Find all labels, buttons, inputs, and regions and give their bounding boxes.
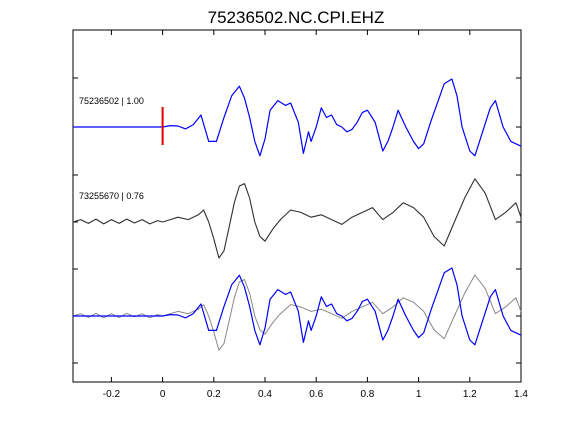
primary-trace xyxy=(73,78,522,157)
x-tick-label: 0.6 xyxy=(309,389,323,400)
x-tick-label: 1.2 xyxy=(463,389,477,400)
overlay-primary-trace xyxy=(73,267,522,346)
trace-group xyxy=(72,78,522,351)
plot-frame xyxy=(72,29,522,383)
axis-ticks: -0.2 0 0.2 0.4 0.6 0.8 1 1.2 1.4 xyxy=(73,30,528,400)
x-tick-label: -0.2 xyxy=(103,389,121,400)
x-tick-label: 0.4 xyxy=(258,389,272,400)
x-tick-label: 0 xyxy=(160,389,166,400)
x-tick-label: 1.4 xyxy=(514,389,528,400)
x-tick-label: 0.8 xyxy=(360,389,374,400)
trace-label-secondary: 73255670 | 0.76 xyxy=(79,191,144,201)
overlay-secondary-trace xyxy=(72,274,522,351)
chart-title: 75236502.NC.CPI.EHZ xyxy=(208,8,385,27)
x-tick-label: 0.2 xyxy=(207,389,221,400)
trace-label-primary: 75236502 | 1.00 xyxy=(79,96,144,106)
x-tick-label: 1 xyxy=(416,389,422,400)
secondary-trace xyxy=(72,178,522,259)
